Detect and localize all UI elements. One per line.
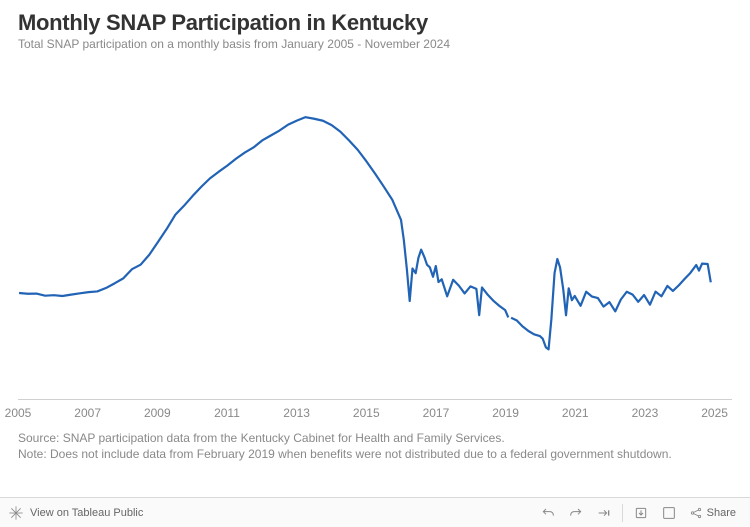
share-icon [689,506,703,520]
data-line [511,259,711,349]
line-chart-svg [18,70,732,399]
fullscreen-icon [661,505,677,521]
x-tick-label: 2007 [74,406,101,420]
redo-icon [568,505,584,521]
download-icon [633,505,649,521]
x-tick-label: 2009 [144,406,171,420]
x-tick-label: 2023 [632,406,659,420]
share-label: Share [707,507,736,519]
chart-title: Monthly SNAP Participation in Kentucky [18,10,732,36]
x-tick-label: 2021 [562,406,589,420]
source-note: Source: SNAP participation data from the… [18,430,732,446]
share-button[interactable]: Share [683,506,742,520]
x-tick-label: 2013 [283,406,310,420]
x-tick-label: 2011 [214,406,240,420]
header: Monthly SNAP Participation in Kentucky T… [0,0,750,53]
data-line [19,117,508,317]
method-note: Note: Does not include data from Februar… [18,446,732,462]
x-tick-label: 2019 [492,406,519,420]
x-tick-label: 2017 [423,406,450,420]
download-button[interactable] [627,499,655,527]
undo-button[interactable] [534,499,562,527]
view-on-tableau-button[interactable]: View on Tableau Public [8,505,143,521]
fullscreen-button[interactable] [655,499,683,527]
chart-plot-area [18,70,732,400]
view-on-tableau-label: View on Tableau Public [30,507,143,519]
reset-icon [596,505,612,521]
chart-subtitle: Total SNAP participation on a monthly ba… [18,37,732,51]
toolbar-separator [622,504,623,522]
x-tick-label: 2025 [701,406,728,420]
tableau-toolbar: View on Tableau Public Share [0,497,750,527]
undo-icon [540,505,556,521]
tableau-logo-icon [8,505,24,521]
x-tick-label: 2005 [5,406,32,420]
reset-button[interactable] [590,499,618,527]
footer-notes: Source: SNAP participation data from the… [18,430,732,462]
x-axis: 2005200720092011201320152017201920212023… [18,406,732,426]
redo-button[interactable] [562,499,590,527]
x-tick-label: 2015 [353,406,380,420]
